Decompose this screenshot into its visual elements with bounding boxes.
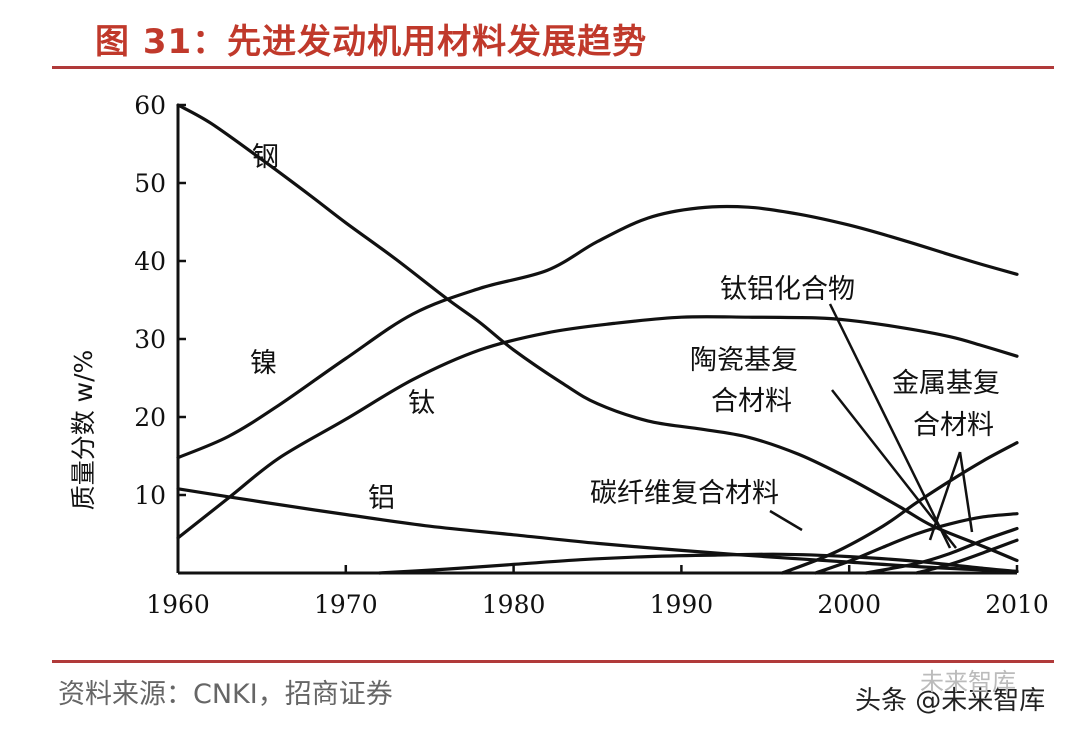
- annotation-label: 钛: [408, 388, 435, 419]
- annotation-label: 陶瓷基复: [690, 345, 798, 376]
- series-line-4: [176, 487, 1019, 573]
- series-line-1: [176, 103, 1019, 563]
- x-tick-label: 2000: [817, 590, 881, 619]
- y-tick-label: 20: [134, 403, 166, 432]
- header-rule: [52, 66, 1054, 69]
- annotation-label: 钢: [252, 142, 279, 173]
- axes: 10 20 30 40 50 60 1960 1970 1980 1990 2000 2010: [134, 91, 1049, 619]
- annotation-label: 金属基复: [892, 368, 1000, 399]
- leader-line: [828, 303, 952, 549]
- leader-lines: [769, 303, 974, 549]
- series-line-7: [864, 526, 1019, 575]
- series-line-8: [780, 441, 1019, 575]
- annotation-label: 合材料: [711, 386, 792, 417]
- annotation-label: 钛铝化合物: [720, 274, 855, 305]
- y-tick-label: 50: [134, 169, 166, 198]
- x-tick-label: 1980: [482, 590, 546, 619]
- y-tick-label: 10: [134, 481, 166, 510]
- x-tick-label: 1990: [650, 590, 714, 619]
- watermark-faint: 未来智库: [920, 668, 1016, 696]
- x-tick-label: 2010: [985, 590, 1049, 619]
- annotation-label: 碳纤维复合材料: [590, 478, 779, 509]
- y-axis-label: 质量分数 w/%: [69, 350, 98, 511]
- series-group: [176, 103, 1019, 575]
- y-tick-label: 30: [134, 325, 166, 354]
- watermark-text: 头条 @未来智库: [855, 686, 1046, 716]
- watermark: 未来智库 头条 @未来智库: [855, 668, 1046, 717]
- series-line-9: [914, 538, 1019, 575]
- x-tick-label: 1960: [146, 590, 210, 619]
- y-tick-label: 40: [134, 247, 166, 276]
- y-tick-label: 60: [134, 91, 166, 120]
- leader-line: [769, 509, 803, 532]
- footer-rule: [52, 660, 1054, 663]
- leader-line: [958, 451, 974, 533]
- annotation-label: 合材料: [913, 410, 994, 441]
- series-line-5: [377, 552, 1019, 575]
- source-note: 资料来源：CNKI，招商证券: [58, 679, 393, 710]
- series-line-6: [814, 512, 1019, 575]
- leader-line: [928, 451, 962, 541]
- figure-title: 图 31：先进发动机用材料发展趋势: [95, 22, 648, 62]
- series-line-2: [176, 204, 1019, 460]
- x-tick-label: 1970: [314, 590, 378, 619]
- series-line-3: [176, 315, 1019, 540]
- annotation-label: 铝: [368, 483, 395, 514]
- annotation-label: 镍: [250, 348, 277, 379]
